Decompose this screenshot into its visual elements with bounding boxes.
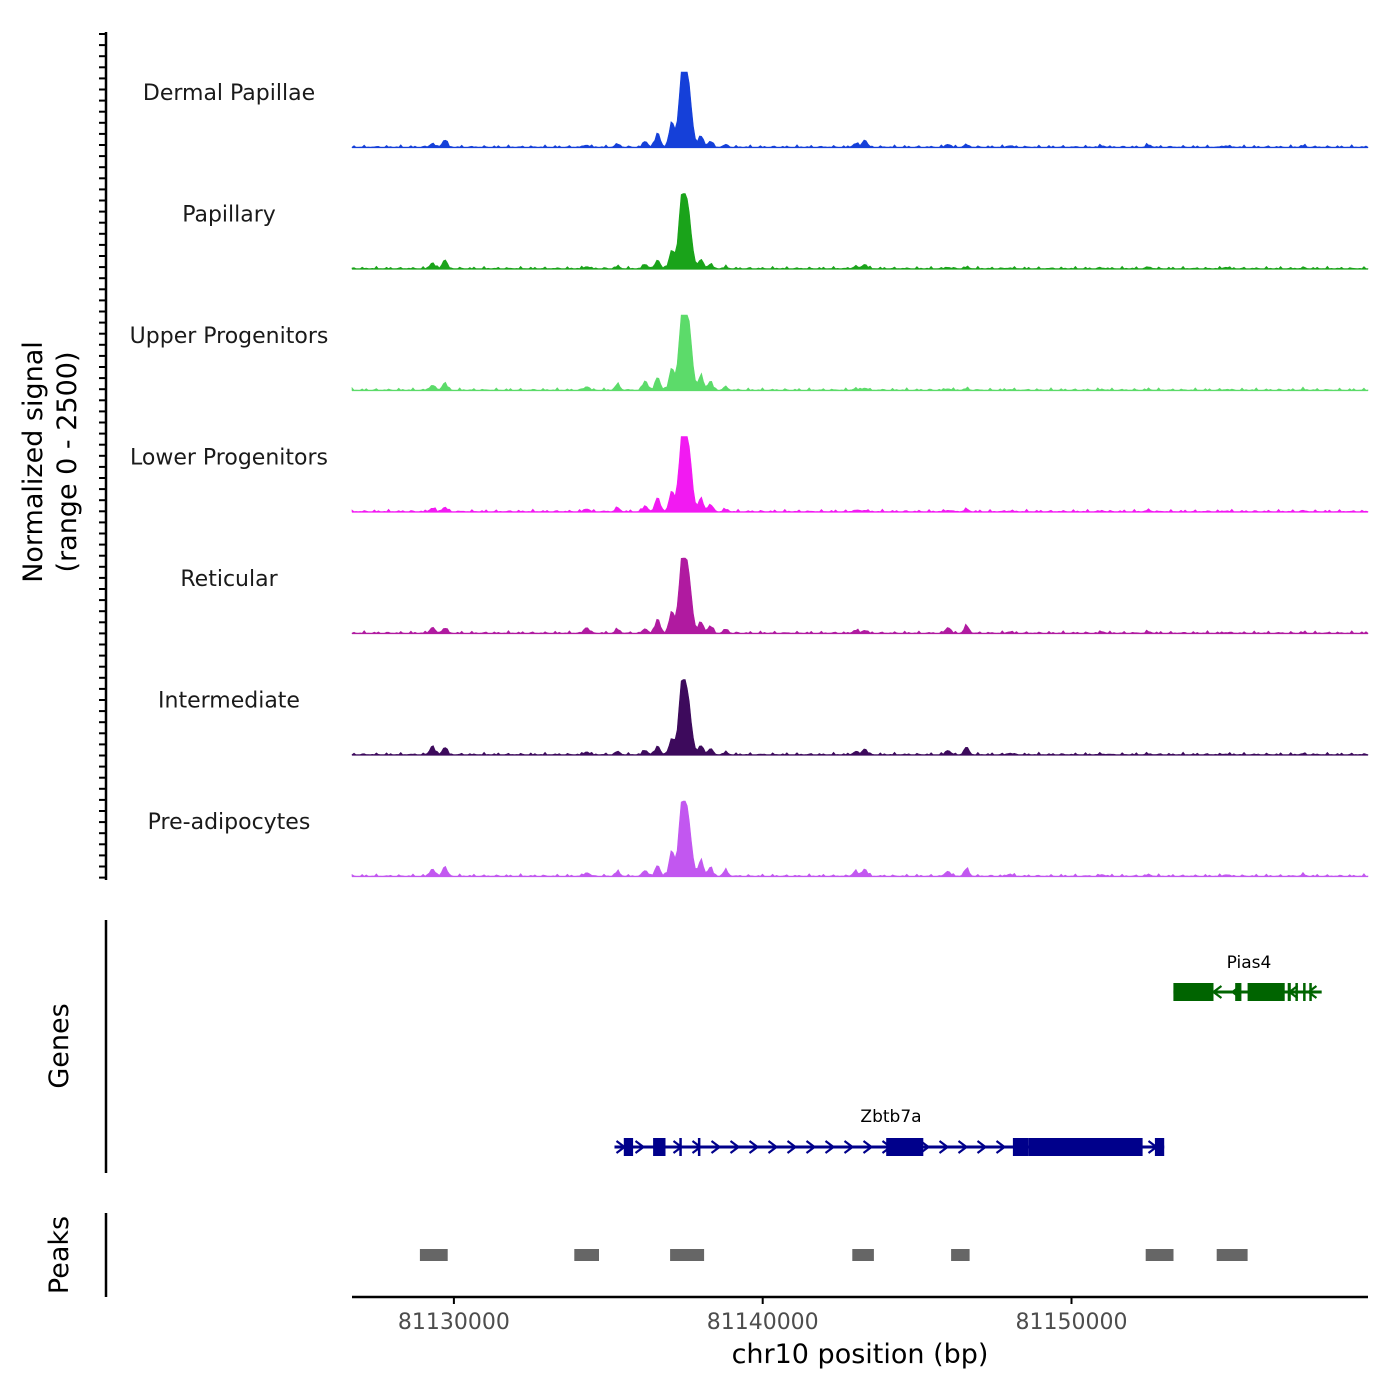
genes-axis-title: Genes: [44, 1003, 75, 1088]
gene-exon: [1309, 983, 1312, 1001]
track-label: Pre-adipocytes: [148, 810, 311, 835]
signal-axis: [99, 32, 108, 880]
gene-exon: [1247, 983, 1285, 1001]
peak-region: [852, 1249, 874, 1261]
peak-region: [670, 1249, 705, 1261]
track-label: Reticular: [180, 567, 278, 592]
track-signal-area: [351, 436, 1369, 513]
x-tick-label: 81140000: [707, 1310, 819, 1335]
gene-exon: [1295, 983, 1298, 1001]
strand-arrow: [786, 1140, 798, 1154]
gene-exon: [1012, 1138, 1029, 1156]
gene-exon: [697, 1138, 701, 1156]
gene-exon: [1287, 983, 1291, 1001]
strand-arrow: [691, 1140, 703, 1154]
signal-ticks: [99, 33, 106, 879]
track-labels: Dermal Papillae Papillary Upper Progenitor…: [130, 81, 329, 835]
track-signal-area: [351, 679, 1369, 756]
strand-arrow: [957, 1140, 969, 1154]
ylabel-line1: Normalized signal: [18, 341, 49, 583]
gene-exon: [886, 1138, 924, 1156]
track-label: Upper Progenitors: [130, 324, 329, 349]
strand-arrow: [748, 1140, 760, 1154]
track-label: Lower Progenitors: [130, 446, 328, 471]
gene-track: Pias4 Zbtb7a: [614, 953, 1322, 1156]
track-label: Papillary: [182, 203, 276, 228]
gene: Zbtb7a: [614, 1107, 1165, 1156]
x-ticks: 81130000 81140000 81150000: [398, 1297, 1128, 1335]
peak-region: [951, 1249, 970, 1261]
strand-arrow: [634, 1140, 646, 1154]
strand-arrow: [805, 1140, 817, 1154]
track-signal-area: [351, 71, 1369, 148]
strand-arrow: [824, 1140, 836, 1154]
peak-region: [574, 1249, 599, 1261]
coverage-tracks: [351, 71, 1369, 878]
strand-arrow: [862, 1140, 874, 1154]
gene-exon: [623, 1138, 634, 1156]
gene-exon: [1235, 983, 1242, 1001]
track-signal-area: [351, 800, 1369, 877]
gene-exon: [653, 1138, 666, 1156]
track-signal-area: [351, 193, 1369, 270]
strand-arrow: [995, 1140, 1007, 1154]
gene-exon: [1154, 1138, 1165, 1156]
peak-region: [419, 1249, 448, 1261]
track-label: Intermediate: [158, 689, 300, 714]
gene-label: Pias4: [1227, 953, 1272, 973]
strand-arrow: [938, 1140, 950, 1154]
x-tick-label: 81150000: [1016, 1310, 1128, 1335]
gene: Pias4: [1173, 953, 1322, 1001]
track-signal-area: [351, 314, 1369, 391]
x-axis-title: chr10 position (bp): [732, 1339, 989, 1370]
ylabel-line2: (range 0 - 2500): [52, 352, 83, 573]
gene-exon: [1303, 983, 1306, 1001]
strand-arrow: [976, 1140, 988, 1154]
peak-track: [419, 1249, 1248, 1261]
gene-label: Zbtb7a: [860, 1107, 921, 1127]
peak-region: [1216, 1249, 1248, 1261]
peaks-axis-title: Peaks: [44, 1216, 75, 1294]
signal-axis-title: Normalized signal (range 0 - 2500): [18, 341, 83, 583]
gene-exon: [679, 1138, 682, 1156]
gene-exon: [1028, 1138, 1143, 1156]
x-axis: 81130000 81140000 81150000 chr10 position …: [352, 1295, 1368, 1370]
x-tick-label: 81130000: [398, 1310, 510, 1335]
peak-region: [1145, 1249, 1174, 1261]
strand-arrow: [1306, 985, 1318, 999]
strand-arrow: [710, 1140, 722, 1154]
strand-arrow: [729, 1140, 741, 1154]
track-label: Dermal Papillae: [143, 81, 315, 106]
strand-arrow: [843, 1140, 855, 1154]
gene-exon: [1173, 983, 1214, 1001]
track-signal-area: [351, 557, 1369, 634]
strand-arrow: [767, 1140, 779, 1154]
